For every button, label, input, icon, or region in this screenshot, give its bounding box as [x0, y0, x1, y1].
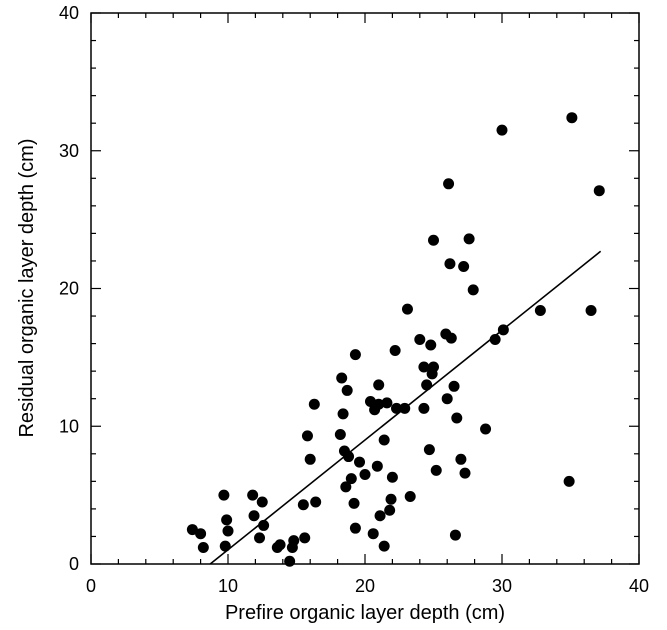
data-point — [585, 305, 597, 317]
data-point — [421, 379, 433, 391]
data-point — [299, 532, 311, 544]
data-point — [248, 510, 260, 522]
data-point — [385, 493, 397, 505]
x-tick-label: 30 — [492, 576, 512, 596]
data-point — [445, 332, 457, 344]
y-tick-label: 0 — [69, 554, 79, 574]
data-point — [463, 233, 475, 245]
data-point — [391, 402, 403, 414]
data-point — [343, 451, 355, 463]
data-point — [441, 393, 453, 405]
data-point — [345, 473, 357, 485]
data-point — [459, 467, 471, 479]
x-tick-label: 10 — [218, 576, 238, 596]
data-point — [418, 361, 430, 373]
data-point — [489, 333, 501, 345]
data-point — [349, 349, 361, 361]
tick-labels: 0 10 20 30 40 0 10 20 30 40 — [59, 3, 649, 596]
data-point — [337, 408, 349, 420]
data-point — [284, 555, 296, 567]
y-tick-label: 20 — [59, 279, 79, 299]
data-point — [341, 384, 353, 396]
data-point — [359, 468, 371, 480]
data-point — [428, 361, 439, 373]
data-point — [378, 540, 390, 552]
data-point — [428, 234, 439, 246]
data-point — [443, 178, 455, 190]
data-point — [219, 540, 231, 552]
data-point — [444, 258, 456, 270]
data-point — [455, 453, 467, 465]
data-point — [378, 434, 390, 446]
data-point — [308, 398, 320, 410]
data-point — [304, 453, 316, 465]
data-point — [256, 496, 268, 508]
data-point — [247, 489, 259, 501]
x-tick-label: 20 — [355, 576, 375, 596]
data-point — [497, 324, 509, 336]
plot-area-frame — [90, 12, 640, 565]
data-point — [374, 510, 386, 522]
x-axis-title: Prefire organic layer depth (cm) — [225, 602, 505, 624]
data-point — [348, 497, 360, 509]
data-point — [197, 541, 209, 553]
data-point — [367, 528, 379, 540]
data-point — [310, 496, 322, 508]
data-point — [414, 333, 426, 345]
axis-ticks — [90, 12, 640, 565]
data-points — [186, 112, 605, 567]
data-point — [297, 499, 309, 511]
y-axis-title: Residual organic layer depth (cm) — [16, 138, 38, 437]
data-point — [381, 397, 393, 409]
data-point — [371, 460, 383, 472]
data-point — [480, 423, 492, 435]
data-point — [186, 524, 198, 536]
data-point — [425, 339, 437, 351]
data-point — [258, 519, 270, 531]
data-point — [221, 514, 233, 526]
data-point — [389, 344, 401, 356]
data-point — [566, 112, 578, 124]
data-point — [593, 185, 605, 197]
data-point — [340, 481, 352, 493]
y-tick-label: 40 — [59, 3, 79, 23]
data-point — [301, 430, 313, 442]
y-tick-label: 10 — [59, 416, 79, 436]
data-point — [496, 124, 508, 136]
data-point — [254, 532, 266, 544]
data-point — [373, 398, 385, 410]
x-tick-label: 40 — [629, 576, 649, 596]
data-point — [458, 260, 470, 272]
data-point — [373, 379, 385, 391]
data-point — [334, 429, 346, 441]
data-point — [274, 539, 286, 551]
data-point — [451, 412, 463, 424]
data-point — [423, 444, 435, 456]
data-point — [467, 284, 479, 296]
data-point — [218, 489, 230, 501]
data-point — [430, 464, 442, 476]
data-point — [222, 525, 234, 537]
data-point — [386, 471, 398, 483]
data-point — [401, 303, 413, 315]
data-point — [349, 522, 361, 534]
data-point — [354, 456, 366, 468]
data-point — [399, 402, 411, 414]
data-point — [563, 475, 575, 487]
data-point — [288, 535, 300, 547]
data-point — [195, 528, 207, 540]
data-point — [404, 491, 416, 503]
data-point — [448, 380, 460, 392]
data-point — [534, 305, 546, 317]
data-point — [418, 402, 430, 414]
y-tick-label: 30 — [59, 141, 79, 161]
data-point — [384, 504, 396, 516]
x-tick-label: 0 — [86, 576, 96, 596]
data-point — [336, 372, 348, 384]
data-point — [449, 529, 461, 541]
